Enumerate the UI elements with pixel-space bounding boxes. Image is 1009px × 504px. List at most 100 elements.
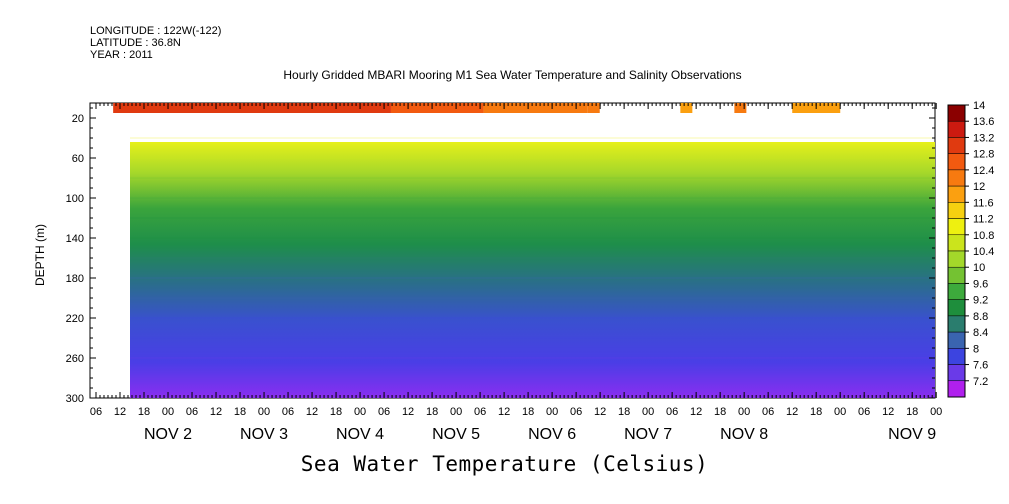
y-tick-label: 60	[72, 153, 84, 165]
colorbar-swatch	[947, 266, 966, 284]
x-hour-label: 12	[114, 406, 126, 418]
colorbar-label: 10.8	[973, 230, 994, 242]
temperature-heatmap-chart: 20 60 100 140 180 220 260 300 06 12 18 00 06 12 18 00 0…	[33, 100, 994, 443]
colorbar-label: 13.2	[973, 132, 994, 144]
x-hour-label: 18	[522, 406, 534, 418]
colorbar-label: 8.8	[973, 311, 988, 323]
x-hour-label: 06	[282, 406, 294, 418]
y-axis-label: DEPTH (m)	[33, 224, 47, 286]
colorbar-label: 8.4	[973, 327, 988, 339]
longitude-label: LONGITUDE : 122W(-122)	[90, 25, 222, 37]
temperature-field	[130, 142, 935, 398]
x-hour-label: 00	[546, 406, 558, 418]
colorbar-label: 8	[973, 343, 979, 355]
colorbar-label: 10.4	[973, 246, 994, 258]
latitude-label: LATITUDE : 36.8N	[90, 37, 181, 49]
x-hour-label: 00	[162, 406, 174, 418]
x-day-label: NOV 2	[144, 426, 192, 443]
y-tick-label: 300	[66, 393, 84, 405]
colorbar-swatch	[947, 202, 966, 219]
colorbar-swatch	[947, 153, 966, 171]
x-hour-label: 06	[474, 406, 486, 418]
x-hour-label: 12	[786, 406, 798, 418]
x-hour-label: 12	[690, 406, 702, 418]
y-tick-label: 20	[72, 113, 84, 125]
colorbar-label: 7.2	[973, 376, 988, 388]
x-day-label: NOV 9	[888, 426, 936, 443]
x-hour-label: 12	[594, 406, 606, 418]
x-hour-label: 18	[714, 406, 726, 418]
x-hour-label: 06	[186, 406, 198, 418]
x-hour-label: 18	[426, 406, 438, 418]
colorbar-label: 12	[973, 181, 985, 193]
bottom-title: Sea Water Temperature (Celsius)	[300, 452, 709, 476]
colorbar-swatch	[947, 299, 966, 317]
x-hour-label: 18	[810, 406, 822, 418]
year-label: YEAR : 2011	[90, 49, 153, 61]
x-day-label: NOV 4	[336, 426, 384, 443]
surface-band-segment	[734, 103, 747, 113]
x-hour-label: 12	[402, 406, 414, 418]
x-hour-label: 12	[210, 406, 222, 418]
colorbar-swatch	[947, 331, 966, 349]
colorbar-swatch	[947, 120, 966, 138]
x-day-label: NOV 3	[240, 426, 288, 443]
x-hour-label: 00	[642, 406, 654, 418]
y-tick-label: 140	[66, 233, 84, 245]
x-hour-label: 18	[330, 406, 342, 418]
surface-band-segment	[587, 103, 600, 113]
x-hour-label: 00	[930, 406, 942, 418]
colorbar-swatch	[947, 315, 966, 333]
colorbar-label: 11.6	[973, 197, 994, 209]
colorbar-label: 14	[973, 100, 985, 112]
x-day-label: NOV 7	[624, 426, 672, 443]
chart-title: Hourly Gridded MBARI Mooring M1 Sea Wate…	[283, 68, 742, 82]
x-hour-label: 12	[498, 406, 510, 418]
colorbar-swatch	[947, 234, 966, 252]
colorbar-swatch	[947, 185, 966, 203]
colorbar-swatch	[947, 137, 966, 154]
x-hour-label: 06	[90, 406, 102, 418]
colorbar-swatch	[947, 283, 966, 300]
x-hour-label: 00	[258, 406, 270, 418]
x-hour-label: 06	[378, 406, 390, 418]
colorbar-swatch	[947, 364, 966, 382]
surface-band-segment	[113, 103, 391, 113]
x-day-label: NOV 5	[432, 426, 480, 443]
x-hour-label: 18	[906, 406, 918, 418]
x-hour-label: 06	[570, 406, 582, 418]
y-tick-label: 180	[66, 273, 84, 285]
surface-band-segment	[390, 103, 484, 113]
colorbar-swatch	[947, 169, 966, 187]
colorbar-label: 13.6	[973, 116, 994, 128]
x-hour-label: 00	[738, 406, 750, 418]
x-day-label: NOV 6	[528, 426, 576, 443]
x-hour-label: 06	[666, 406, 678, 418]
colorbar-swatch	[947, 250, 966, 268]
colorbar-label: 11.2	[973, 214, 994, 226]
colorbar-label: 9.6	[973, 278, 988, 290]
surface-band-segment	[483, 103, 588, 113]
x-hour-label: 18	[618, 406, 630, 418]
colorbar-swatch	[947, 380, 966, 398]
colorbar-label: 7.6	[973, 360, 988, 372]
x-hour-label: 00	[354, 406, 366, 418]
x-hour-label: 06	[762, 406, 774, 418]
x-hour-label: 18	[234, 406, 246, 418]
x-hour-label: 00	[450, 406, 462, 418]
colorbar-label: 9.2	[973, 295, 988, 307]
x-day-label: NOV 8	[720, 426, 768, 443]
colorbar-swatch	[947, 348, 966, 365]
y-tick-label: 100	[66, 193, 84, 205]
x-hour-label: 12	[306, 406, 318, 418]
x-hour-label: 00	[834, 406, 846, 418]
colorbar-swatch	[947, 218, 966, 236]
x-hour-label: 12	[882, 406, 894, 418]
x-hour-label: 06	[858, 406, 870, 418]
y-tick-label: 260	[66, 353, 84, 365]
colorbar-swatch	[947, 104, 966, 122]
colorbar-label: 12.8	[973, 149, 994, 161]
colorbar-frame	[947, 104, 966, 398]
colorbar-label: 10	[973, 262, 985, 274]
y-tick-label: 220	[66, 313, 84, 325]
